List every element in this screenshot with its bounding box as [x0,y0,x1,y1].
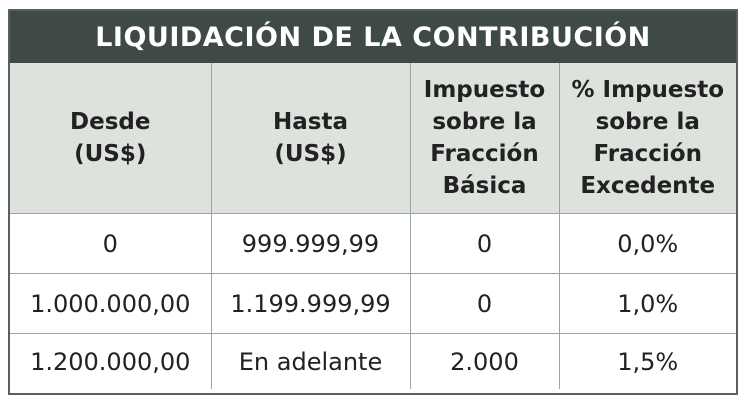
header-impuesto-excedente-line: Fracción [593,141,702,167]
cell-hasta: En adelante [211,333,411,389]
cell-hasta: 999.999,99 [211,213,411,274]
cell-impuesto-excedente: 0,0% [559,213,736,274]
header-impuesto-excedente-line: % Impuesto [571,77,725,103]
cell-impuesto-excedente: 1,0% [559,273,736,334]
contribution-table: Desde (US$) Hasta (US$) Impuesto sobre l… [10,63,736,389]
header-hasta-line: (US$) [274,141,347,167]
header-impuesto-excedente: % Impuesto sobre la Fracción Excedente [559,63,736,214]
cell-impuesto-basica: 2.000 [410,333,560,389]
header-hasta: Hasta (US$) [211,63,411,214]
cell-desde: 0 [10,213,212,274]
cell-desde: 1.200.000,00 [10,333,212,389]
cell-impuesto-basica: 0 [410,273,560,334]
table-row: 1.200.000,00 En adelante 2.000 1,5% [10,333,736,389]
header-impuesto-basica-line: sobre la [432,109,537,135]
header-hasta-line: Hasta [273,109,348,135]
table-row: 1.000.000,00 1.199.999,99 0 1,0% [10,273,736,334]
header-impuesto-basica-line: Impuesto [423,77,546,103]
header-desde-line: (US$) [74,141,147,167]
cell-impuesto-basica: 0 [410,213,560,274]
cell-hasta: 1.199.999,99 [211,273,411,334]
header-impuesto-basica-line: Fracción [430,141,539,167]
header-desde: Desde (US$) [10,63,212,214]
table-row: 0 999.999,99 0 0,0% [10,213,736,274]
header-desde-line: Desde [70,109,151,135]
header-impuesto-excedente-line: sobre la [595,109,700,135]
header-impuesto-basica-line: Básica [442,173,527,199]
cell-desde: 1.000.000,00 [10,273,212,334]
cell-impuesto-excedente: 1,5% [617,347,679,376]
table-title: LIQUIDACIÓN DE LA CONTRIBUCIÓN [10,11,736,63]
contribution-table-panel: LIQUIDACIÓN DE LA CONTRIBUCIÓN Desde (US… [8,9,738,395]
header-row: Desde (US$) Hasta (US$) Impuesto sobre l… [10,63,736,214]
header-impuesto-excedente-line: Excedente [580,173,716,199]
header-impuesto-basica: Impuesto sobre la Fracción Básica [410,63,560,214]
